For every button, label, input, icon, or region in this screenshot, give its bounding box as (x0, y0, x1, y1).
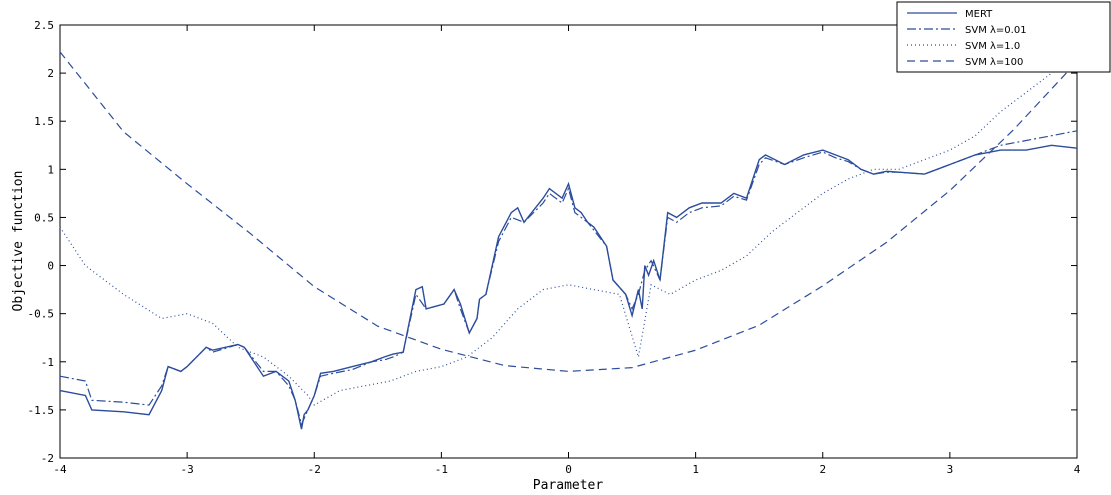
series-line-3 (59, 51, 1078, 373)
series-line-0 (59, 144, 1078, 430)
series-line-1 (59, 130, 1078, 427)
y-tick-label: 0 (47, 260, 54, 273)
y-tick-label: 1 (47, 163, 54, 176)
legend: MERT SVM λ=0.01 SVM λ=1.0 SVM λ=100 (896, 1, 1111, 73)
x-tick-label: 2 (819, 463, 826, 476)
y-tick-label: 2 (47, 67, 54, 80)
x-tick-label: 1 (692, 463, 699, 476)
y-tick-label: 0.5 (34, 211, 54, 224)
legend-box (896, 1, 1111, 73)
x-tick-label: -3 (181, 463, 194, 476)
x-tick-label: -1 (435, 463, 448, 476)
legend-label: SVM λ=100 (965, 57, 1023, 68)
x-tick-label: -2 (308, 463, 321, 476)
series-layer (59, 51, 1078, 430)
y-tick-label: -1.5 (28, 404, 55, 417)
legend-label: SVM λ=0.01 (965, 25, 1027, 36)
plot-area (59, 24, 1078, 459)
legend-label: SVM λ=1.0 (965, 41, 1020, 52)
x-tick-label: 4 (1074, 463, 1081, 476)
series-line-2 (59, 53, 1078, 406)
x-axis-label: Parameter (533, 478, 604, 493)
y-tick-label: 1.5 (34, 115, 54, 128)
y-tick-label: 2.5 (34, 19, 54, 32)
y-axis-label: Objective function (11, 171, 26, 312)
y-tick-label: -1 (41, 356, 54, 369)
y-tick-label: -0.5 (28, 308, 55, 321)
y-tick-label: -2 (41, 452, 54, 465)
legend-label: MERT (965, 9, 993, 20)
x-tick-label: 3 (947, 463, 954, 476)
x-tick-label: 0 (565, 463, 572, 476)
x-tick-label: -4 (53, 463, 67, 476)
